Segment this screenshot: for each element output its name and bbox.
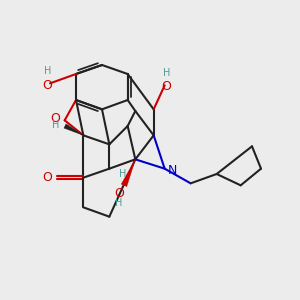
Text: O: O [43,171,52,184]
Polygon shape [121,159,135,187]
Polygon shape [64,124,83,135]
Text: H: H [119,169,126,179]
Text: H: H [163,68,170,78]
Text: H: H [44,66,51,76]
Text: N: N [167,164,177,177]
Text: H: H [115,198,123,208]
Text: H: H [52,120,59,130]
Text: O: O [161,80,171,94]
Text: O: O [42,79,52,92]
Text: O: O [50,112,60,125]
Text: O: O [114,187,124,200]
